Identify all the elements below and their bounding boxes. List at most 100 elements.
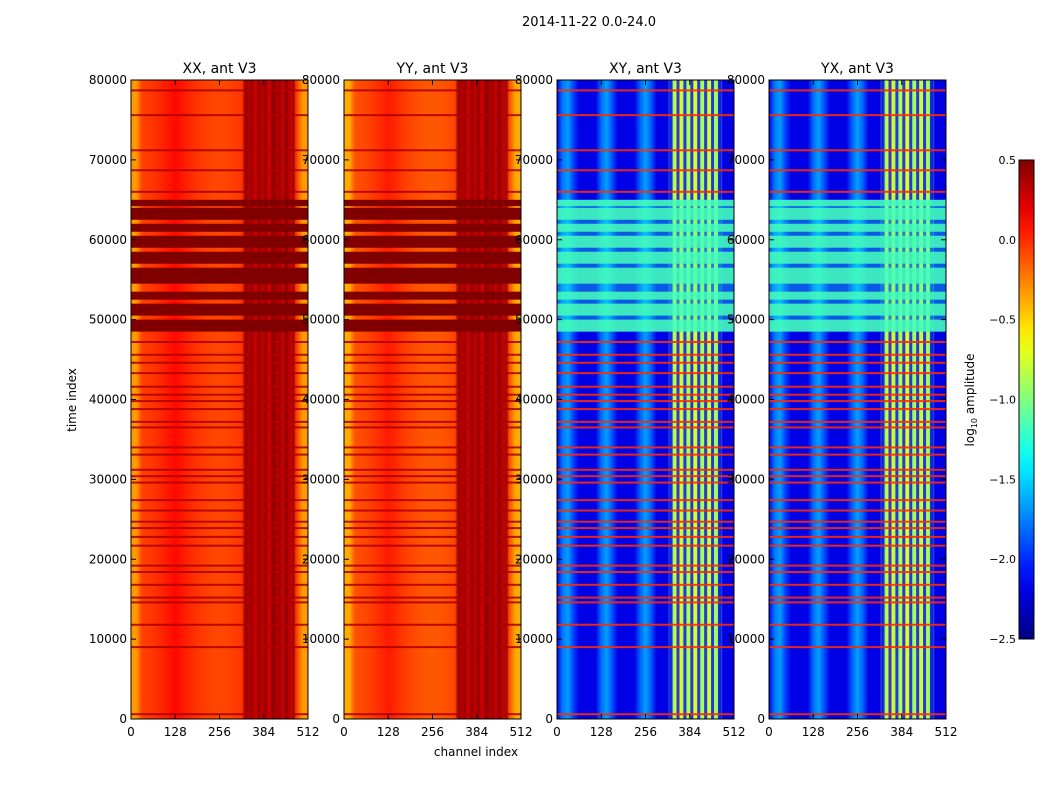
y-tick-label: 70000 bbox=[302, 153, 340, 167]
flagged-block bbox=[344, 291, 521, 300]
flag-line bbox=[131, 453, 308, 456]
x-tick-label: 256 bbox=[208, 725, 231, 739]
flagged-block bbox=[769, 291, 946, 300]
flag-line bbox=[131, 408, 308, 411]
flag-line bbox=[131, 583, 308, 586]
flag-line bbox=[344, 535, 521, 538]
flag-line bbox=[769, 535, 946, 538]
y-tick-label: 80000 bbox=[302, 73, 340, 87]
flag-line bbox=[769, 114, 946, 117]
rfi-channel-stripe bbox=[257, 80, 261, 719]
flag-line bbox=[344, 446, 521, 449]
flag-line bbox=[344, 520, 521, 523]
flag-line bbox=[344, 601, 521, 604]
flag-line bbox=[344, 571, 521, 574]
rfi-channel-stripe bbox=[717, 80, 721, 719]
panel-yx: YX, ant V3 0 128 256 384 512 0 10000 20000 30000 4… bbox=[727, 61, 958, 739]
flag-line bbox=[557, 446, 734, 449]
colorbar-tick-label: −0.5 bbox=[989, 314, 1016, 327]
flag-line bbox=[769, 426, 946, 429]
flag-line bbox=[769, 623, 946, 626]
flag-line bbox=[557, 340, 734, 343]
rfi-channel-stripe bbox=[504, 80, 508, 719]
rfi-channel-stripe bbox=[669, 80, 673, 719]
y-tick-label: 50000 bbox=[302, 313, 340, 327]
panel-title: YX, ant V3 bbox=[820, 61, 894, 77]
colorbar-tick-label: 0.5 bbox=[999, 154, 1017, 167]
flag-line bbox=[344, 481, 521, 484]
flag-line bbox=[131, 420, 308, 423]
rfi-channel-stripe bbox=[683, 80, 687, 719]
flag-line bbox=[131, 426, 308, 429]
flag-line bbox=[344, 426, 521, 429]
flag-line bbox=[769, 89, 946, 92]
rfi-channel-stripe bbox=[463, 80, 467, 719]
flagged-block bbox=[131, 267, 308, 284]
flag-line bbox=[344, 372, 521, 375]
flagged-block bbox=[769, 319, 946, 332]
flagged-block bbox=[344, 267, 521, 284]
y-tick-label: 10000 bbox=[515, 632, 553, 646]
colorbar-label: log10 amplitude bbox=[963, 354, 979, 447]
flag-line bbox=[131, 468, 308, 471]
flag-line bbox=[344, 385, 521, 388]
flag-line bbox=[131, 149, 308, 152]
y-tick-label: 60000 bbox=[302, 233, 340, 247]
flag-line bbox=[557, 520, 734, 523]
y-tick-label: 50000 bbox=[727, 313, 765, 327]
flag-line bbox=[344, 169, 521, 172]
flagged-block bbox=[557, 207, 734, 220]
flag-line bbox=[557, 353, 734, 356]
rfi-channel-stripe bbox=[484, 80, 488, 719]
flag-line bbox=[769, 400, 946, 403]
flag-line bbox=[557, 646, 734, 649]
colorbar-tick-label: 0.0 bbox=[999, 234, 1017, 247]
y-axis-label: time index bbox=[65, 368, 79, 432]
flag-line bbox=[769, 527, 946, 530]
y-tick-label: 40000 bbox=[515, 393, 553, 407]
x-tick-label: 0 bbox=[553, 725, 561, 739]
flagged-block bbox=[557, 251, 734, 264]
x-tick-label: 0 bbox=[765, 725, 773, 739]
flag-line bbox=[557, 481, 734, 484]
flag-line bbox=[557, 535, 734, 538]
flag-line bbox=[344, 499, 521, 502]
flag-line bbox=[769, 393, 946, 396]
heatmap-image bbox=[344, 80, 521, 719]
y-tick-label: 20000 bbox=[727, 552, 765, 566]
flag-line bbox=[131, 340, 308, 343]
rfi-channel-stripe bbox=[711, 80, 715, 719]
flagged-block bbox=[769, 223, 946, 232]
flagged-block bbox=[557, 267, 734, 284]
flagged-block bbox=[557, 199, 734, 207]
panel-yy: YY, ant V3 0 128 256 384 512 0 10000 20000 30000 4… bbox=[302, 61, 533, 739]
flag-line bbox=[769, 361, 946, 364]
flag-line bbox=[769, 372, 946, 375]
flag-line bbox=[344, 623, 521, 626]
rfi-channel-stripe bbox=[881, 80, 885, 719]
flag-line bbox=[131, 89, 308, 92]
x-tick-label: 256 bbox=[421, 725, 444, 739]
flag-line bbox=[769, 408, 946, 411]
rfi-channel-stripe bbox=[470, 80, 474, 719]
y-tick-label: 50000 bbox=[89, 313, 127, 327]
flag-line bbox=[344, 509, 521, 512]
panel-title: XY, ant V3 bbox=[609, 61, 682, 77]
y-tick-label: 30000 bbox=[727, 472, 765, 486]
y-tick-label: 60000 bbox=[515, 233, 553, 247]
x-tick-label: 128 bbox=[377, 725, 400, 739]
x-tick-label: 384 bbox=[252, 725, 275, 739]
flag-line bbox=[344, 89, 521, 92]
flag-line bbox=[131, 509, 308, 512]
flag-line bbox=[131, 393, 308, 396]
flag-line bbox=[131, 400, 308, 403]
colorbar-tick-label: −2.5 bbox=[989, 633, 1016, 646]
rfi-channel-stripe bbox=[909, 80, 913, 719]
flag-line bbox=[131, 646, 308, 649]
rfi-channel-stripe bbox=[498, 80, 502, 719]
flag-line bbox=[769, 340, 946, 343]
rfi-channel-stripe bbox=[697, 80, 701, 719]
flag-line bbox=[344, 190, 521, 193]
rfi-channel-stripe bbox=[264, 80, 268, 719]
y-tick-label: 50000 bbox=[515, 313, 553, 327]
